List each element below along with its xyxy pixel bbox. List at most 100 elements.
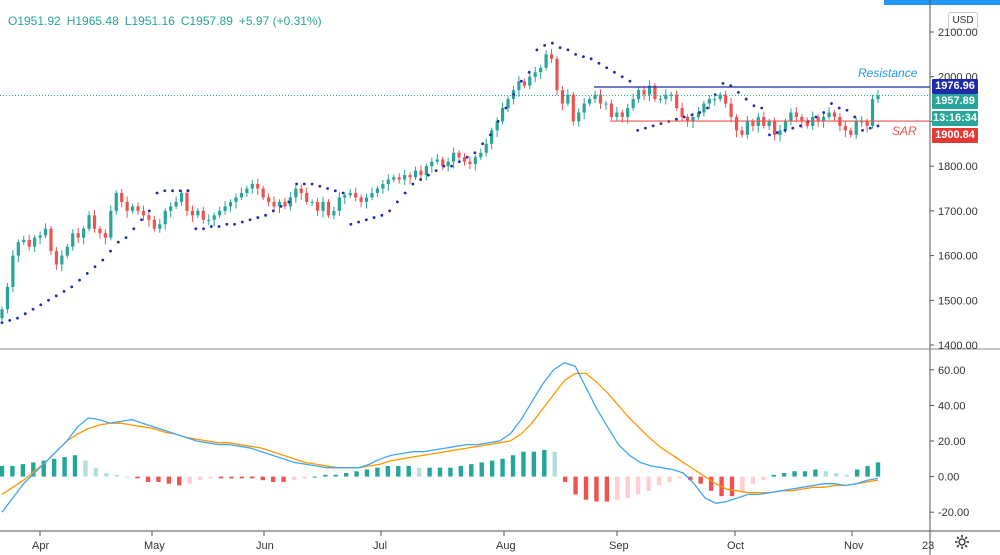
macd-histogram-bar (781, 473, 787, 477)
candle-body (201, 210, 205, 220)
sar-dot (853, 115, 857, 119)
macd-histogram-bar (0, 465, 5, 477)
sar-dot (868, 126, 872, 130)
candle-body (479, 152, 483, 158)
sar-dot (496, 120, 500, 123)
macd-histogram-bar (635, 476, 641, 495)
candle-body (343, 195, 347, 198)
sar-dot (543, 44, 547, 47)
macd-histogram-bar (865, 465, 870, 477)
candle-body (571, 94, 575, 122)
sar-dot (326, 187, 329, 190)
macd-histogram-bar (51, 458, 57, 477)
sar-dot (861, 128, 864, 132)
macd-histogram-bar (291, 476, 297, 481)
sar-dot (519, 79, 523, 83)
candle-body (452, 152, 456, 162)
sar-dot (8, 319, 12, 322)
sar-dot (217, 225, 221, 228)
sar-dot (473, 151, 477, 155)
candle-body (506, 99, 510, 109)
candle-body (598, 94, 603, 104)
candle-body (419, 170, 423, 176)
sar-dot (341, 191, 345, 195)
candle-body (430, 161, 434, 167)
candle-body (468, 161, 472, 164)
candle-body (364, 197, 369, 202)
candle-body (588, 99, 592, 104)
sar-dot (47, 298, 50, 302)
macd-histogram-bar (802, 471, 808, 477)
sar-dot (682, 115, 686, 119)
candle-body (354, 192, 358, 198)
legend-high: H1965.48 (66, 14, 119, 28)
candle-body (299, 188, 303, 193)
sar-dot (698, 111, 702, 114)
sar-dot (760, 106, 764, 110)
gear-icon[interactable] (954, 534, 970, 550)
candle-body (234, 197, 238, 202)
candle-body (495, 121, 499, 131)
candle-body (615, 112, 619, 117)
time-tick-label: May (144, 540, 165, 552)
sar-dot (225, 222, 229, 226)
candle-body (604, 103, 608, 105)
candle-body (435, 159, 439, 162)
candle-body (457, 152, 461, 158)
candle-body (821, 116, 826, 122)
candle-body (87, 215, 91, 229)
candle-body (321, 201, 325, 211)
macd-histogram-bar (72, 455, 78, 477)
macd-histogram-bar (323, 474, 328, 477)
sar-dot (372, 216, 376, 219)
macd-histogram-bar (542, 449, 547, 477)
candle-body (294, 188, 298, 198)
sar-dot (419, 178, 423, 181)
macd-histogram-bar (104, 473, 109, 477)
currency-button[interactable]: USD (948, 12, 978, 30)
candle-body (647, 85, 652, 95)
macd-histogram-bar (646, 476, 651, 491)
sar-annotation: SAR (892, 124, 917, 138)
macd-histogram-bar (875, 462, 881, 477)
sar-dot (264, 213, 267, 217)
macd-histogram-bar (583, 476, 589, 500)
sar-dot (23, 312, 27, 316)
sar-dot (457, 160, 461, 164)
sar-dot (488, 133, 492, 137)
sar-dot (39, 303, 43, 307)
candle-body (65, 246, 69, 256)
sar-dot (605, 66, 609, 70)
macd-histogram-bar (813, 469, 818, 477)
candle-body (218, 210, 222, 216)
time-tick-label: 23 (922, 540, 934, 552)
candle-body (729, 103, 733, 117)
sar-dot (194, 227, 198, 231)
sar-dot (411, 182, 415, 186)
candle-body (582, 103, 586, 113)
indicator-tick-label: 0.00 (938, 472, 959, 484)
candle-body (250, 184, 254, 189)
sar-dot (450, 164, 454, 168)
macd-histogram-bar (208, 476, 213, 479)
sar-dot (310, 182, 314, 186)
macd-histogram-bar (239, 476, 245, 479)
candle-body (751, 121, 755, 126)
time-tick-label: Nov (844, 540, 864, 552)
sar-dot (582, 55, 585, 58)
macd-histogram-bar (343, 473, 349, 477)
sar-dot (768, 133, 771, 137)
time-tick-label: Apr (32, 540, 49, 552)
candle-body (555, 58, 559, 91)
candle-body (789, 112, 793, 122)
sar-dot (822, 111, 826, 114)
candle-body (539, 67, 543, 73)
sar-dot (240, 220, 244, 224)
legend-low: L1951.16 (124, 14, 175, 28)
candle-body (152, 219, 156, 229)
sar-dot (403, 191, 407, 195)
candle-body (707, 99, 711, 104)
time-tick-label: Oct (727, 540, 744, 552)
candle-body (560, 90, 565, 104)
